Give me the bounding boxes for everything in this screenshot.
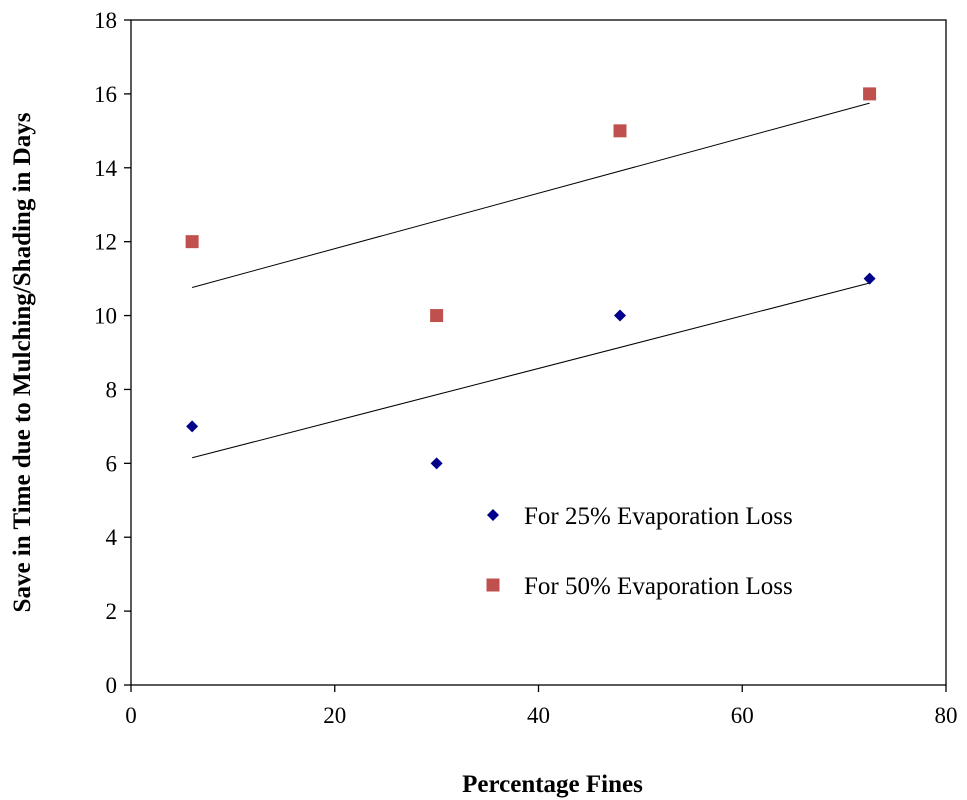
y-tick-label: 8 <box>106 377 118 402</box>
legend-marker-series-2 <box>486 578 500 592</box>
x-tick-label: 40 <box>527 703 550 728</box>
x-tick-label: 0 <box>125 703 137 728</box>
data-point-series-1 <box>863 272 876 285</box>
data-point-series-1 <box>614 309 626 322</box>
y-tick-label: 12 <box>94 230 117 255</box>
y-tick-label: 14 <box>94 156 118 181</box>
y-axis-title: Save in Time due to Mulching/Shading in … <box>9 112 36 612</box>
trendline-series-1 <box>192 282 870 459</box>
axes-layer: 0 2 4 6 8 10 12 14 16 18 0 20 40 60 80 <box>94 8 958 728</box>
x-tick-label: 80 <box>935 703 958 728</box>
data-point-series-2 <box>430 309 444 323</box>
data-point-series-1 <box>186 420 199 433</box>
legend-label-series-1: For 25% Evaporation Loss <box>524 503 793 530</box>
trendlines-layer <box>191 102 870 459</box>
y-tick-label: 16 <box>94 82 117 107</box>
data-point-series-2 <box>613 124 627 138</box>
legend: For 25% Evaporation Loss For 50% Evaporat… <box>486 503 793 600</box>
legend-label-series-2: For 50% Evaporation Loss <box>524 573 793 600</box>
y-tick-label: 10 <box>94 304 117 329</box>
legend-marker-series-1 <box>487 509 499 521</box>
y-tick-label: 0 <box>106 673 118 698</box>
y-tick-label: 6 <box>106 451 118 476</box>
y-tick-label: 2 <box>106 599 118 624</box>
y-tick-label: 18 <box>94 8 117 33</box>
x-tick-label: 20 <box>323 703 346 728</box>
data-point-series-2 <box>185 235 199 249</box>
trendline-series-2 <box>191 102 870 288</box>
y-tick-label: 4 <box>106 525 118 550</box>
data-points-layer <box>185 87 877 470</box>
x-axis-title: Percentage Fines <box>462 771 643 798</box>
data-point-series-2 <box>863 87 877 101</box>
data-point-series-1 <box>430 457 443 470</box>
x-tick-label: 60 <box>731 703 754 728</box>
